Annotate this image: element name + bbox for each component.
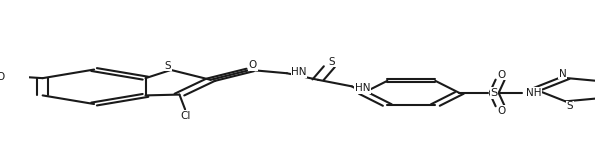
- Text: S: S: [567, 101, 573, 111]
- Text: O: O: [249, 60, 257, 70]
- Text: NH: NH: [526, 88, 542, 98]
- Text: Cl: Cl: [180, 111, 190, 121]
- Text: O: O: [497, 70, 505, 80]
- Text: HN: HN: [291, 67, 307, 77]
- Text: O: O: [497, 106, 505, 116]
- Text: S: S: [329, 57, 336, 67]
- Text: S: S: [491, 88, 498, 98]
- Text: O: O: [0, 71, 4, 81]
- Text: S: S: [165, 61, 172, 71]
- Text: HN: HN: [355, 83, 370, 93]
- Text: N: N: [558, 69, 566, 79]
